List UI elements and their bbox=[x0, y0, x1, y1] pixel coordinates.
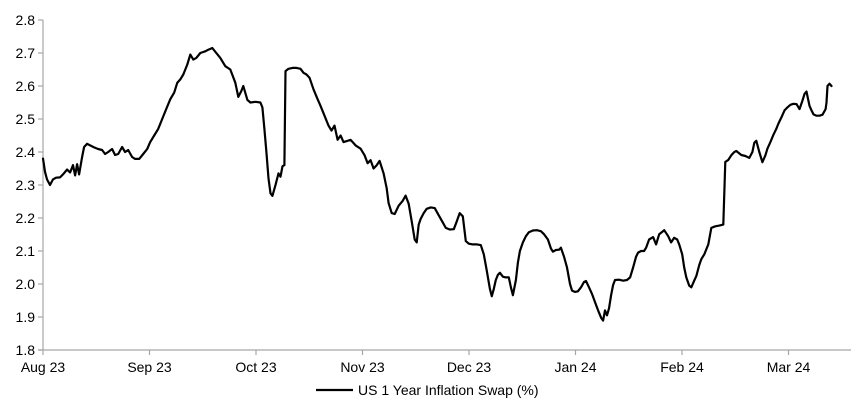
y-tick-label: 2.5 bbox=[16, 111, 36, 127]
y-tick-label: 1.8 bbox=[16, 342, 36, 358]
y-tick-label: 2.6 bbox=[16, 78, 36, 94]
x-tick-label: Mar 24 bbox=[767, 359, 811, 375]
y-tick-label: 2.1 bbox=[16, 243, 36, 259]
x-tick-label: Dec 23 bbox=[447, 359, 492, 375]
x-tick-label: Sep 23 bbox=[127, 359, 172, 375]
y-tick-label: 2.7 bbox=[16, 45, 36, 61]
x-tick-label: Nov 23 bbox=[340, 359, 385, 375]
legend-label: US 1 Year Inflation Swap (%) bbox=[358, 382, 539, 398]
y-tick-label: 2.4 bbox=[16, 144, 36, 160]
y-tick-label: 2.0 bbox=[16, 276, 36, 292]
series-line-us-1y-inflation-swap bbox=[41, 46, 833, 322]
y-tick-label: 2.8 bbox=[16, 12, 36, 28]
x-tick-label: Feb 24 bbox=[660, 359, 704, 375]
x-tick-label: Oct 23 bbox=[235, 359, 276, 375]
y-tick-label: 2.2 bbox=[16, 210, 36, 226]
y-tick-label: 1.9 bbox=[16, 309, 36, 325]
x-tick-label: Aug 23 bbox=[21, 359, 66, 375]
y-tick-label: 2.3 bbox=[16, 177, 36, 193]
x-tick-label: Jan 24 bbox=[554, 359, 596, 375]
